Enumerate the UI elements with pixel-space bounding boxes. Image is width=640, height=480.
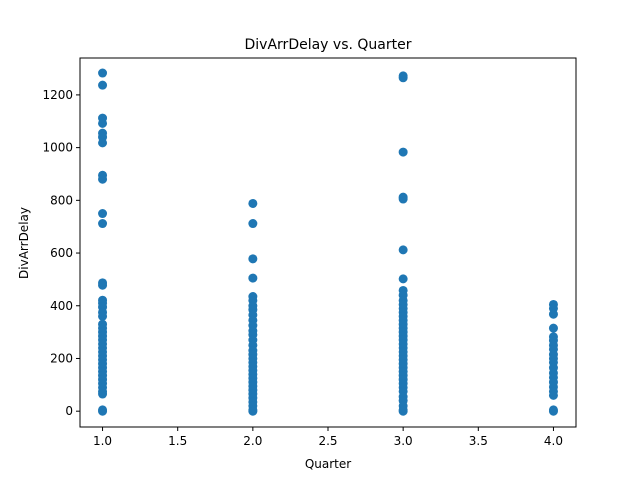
x-tick-label: 1.5 <box>168 434 187 448</box>
scatter-points <box>98 68 558 416</box>
scatter-point <box>98 68 108 78</box>
scatter-point <box>98 219 108 229</box>
scatter-point <box>248 198 258 208</box>
scatter-point <box>98 389 108 399</box>
scatter-point <box>398 274 408 284</box>
x-axis-label: Quarter <box>305 457 351 471</box>
scatter-point <box>398 73 408 83</box>
y-tick-label: 0 <box>65 404 73 418</box>
scatter-point <box>548 406 558 416</box>
x-tick-label: 2.0 <box>243 434 262 448</box>
scatter-point <box>98 406 108 416</box>
scatter-point <box>248 254 258 264</box>
scatter-point <box>248 406 258 416</box>
scatter-point <box>98 311 108 321</box>
scatter-point <box>398 194 408 204</box>
x-tick-label: 4.0 <box>544 434 563 448</box>
y-axis: 0 200 400 600 800 1000 1200 <box>42 88 80 418</box>
scatter-point <box>98 138 108 148</box>
scatter-point <box>248 273 258 283</box>
scatter-point <box>548 323 558 333</box>
x-tick-label: 2.5 <box>318 434 337 448</box>
scatter-point <box>98 280 108 290</box>
y-tick-label: 400 <box>50 299 73 313</box>
scatter-point <box>98 118 108 128</box>
x-tick-label: 3.0 <box>394 434 413 448</box>
y-tick-label: 600 <box>50 246 73 260</box>
scatter-point <box>98 174 108 184</box>
y-tick-label: 800 <box>50 193 73 207</box>
y-axis-label: DivArrDelay <box>17 207 31 279</box>
scatter-point <box>248 219 258 229</box>
scatter-point <box>98 209 108 219</box>
y-tick-label: 1000 <box>42 141 73 155</box>
scatter-point <box>398 406 408 416</box>
y-tick-label: 1200 <box>42 88 73 102</box>
scatter-point <box>98 80 108 90</box>
y-tick-label: 200 <box>50 351 73 365</box>
scatter-point <box>548 390 558 400</box>
x-axis: 1.0 1.5 2.0 2.5 3.0 3.5 4.0 <box>93 427 563 448</box>
x-tick-label: 3.5 <box>469 434 488 448</box>
scatter-point <box>548 309 558 319</box>
x-tick-label: 1.0 <box>93 434 112 448</box>
scatter-point <box>398 147 408 157</box>
chart-title: DivArrDelay vs. Quarter <box>245 37 412 53</box>
scatter-point <box>398 245 408 255</box>
